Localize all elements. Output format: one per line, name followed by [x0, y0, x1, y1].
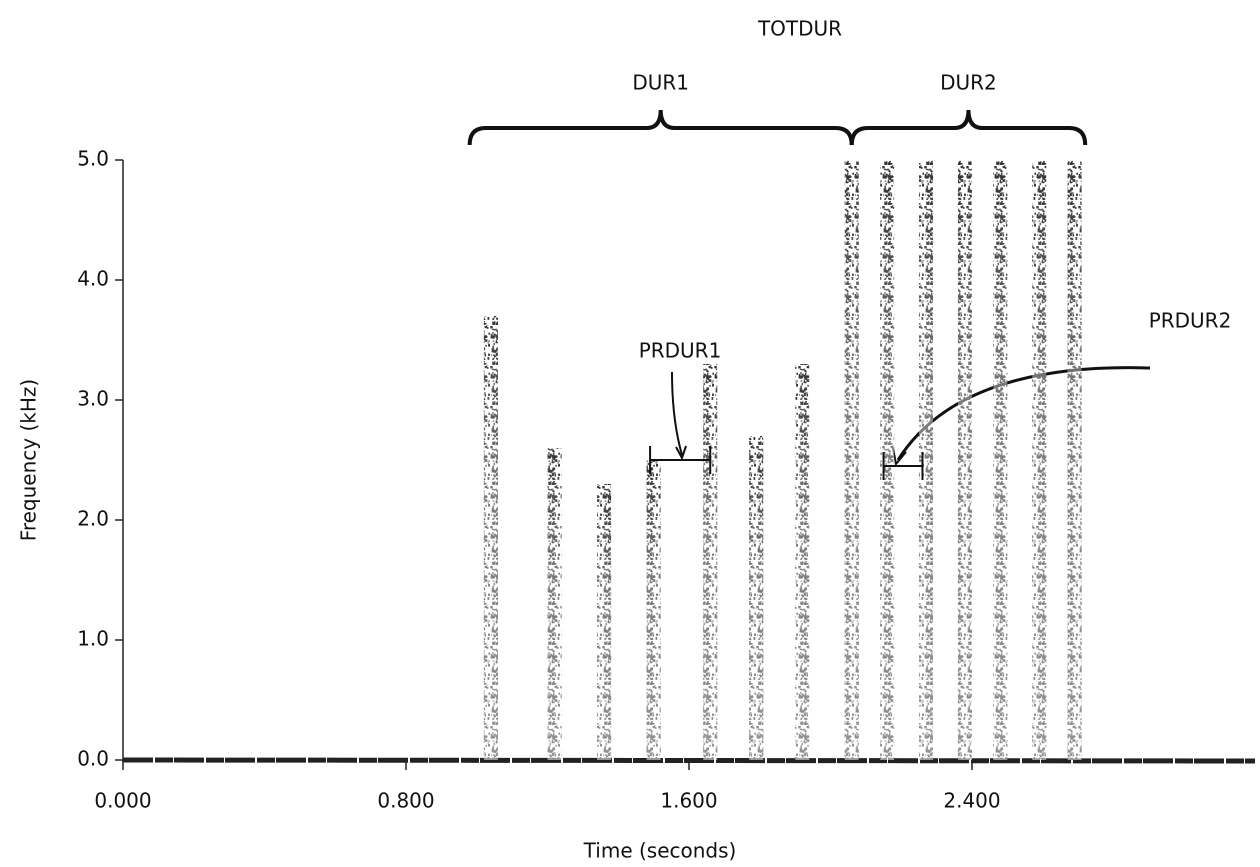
pulse-fade: [597, 484, 612, 760]
bracket: [849, 109, 1088, 146]
bracket-label: DUR1: [632, 71, 689, 95]
y-tick-label: 1.0: [77, 627, 109, 651]
y-tick-label: 3.0: [77, 387, 109, 411]
pulse: [1032, 160, 1047, 760]
pulse: [703, 364, 718, 760]
pulse: [646, 460, 661, 760]
pulse-fade: [993, 160, 1008, 760]
y-axis-label: Frequency (kHz): [17, 379, 41, 541]
pulse: [547, 448, 562, 760]
pulse-fade: [749, 436, 764, 760]
pulse: [880, 160, 895, 760]
interval: [882, 452, 924, 480]
pulse: [749, 436, 764, 760]
interval-label: PRDUR2: [1149, 309, 1232, 333]
pulse: [957, 160, 972, 760]
pulse-fade: [1067, 160, 1082, 760]
pulse: [993, 160, 1008, 760]
arrow: [896, 366, 1151, 461]
pulse: [483, 316, 498, 760]
total-label: TOTDUR: [757, 17, 842, 41]
y-tick-label: 2.0: [77, 507, 109, 531]
pulse: [919, 160, 934, 760]
pulse: [795, 364, 810, 760]
pulse-fade: [795, 364, 810, 760]
interval: [649, 446, 712, 474]
interval-label: PRDUR1: [639, 339, 722, 363]
arrow: [671, 371, 683, 456]
x-axis-label: Time (seconds): [583, 839, 737, 863]
pulse: [1067, 160, 1082, 760]
y-tick-label: 5.0: [77, 147, 109, 171]
pulse-fade: [483, 316, 498, 760]
x-tick-label: 1.600: [660, 789, 717, 813]
pulse-fade: [919, 160, 934, 760]
pulse: [844, 160, 859, 760]
pulse-fade: [646, 460, 661, 760]
y-tick-label: 0.0: [77, 747, 109, 771]
pulse-fade: [844, 160, 859, 760]
pulse-fade: [547, 448, 562, 760]
pulse-fade: [957, 160, 972, 760]
bracket-label: DUR2: [940, 71, 997, 95]
x-tick-label: 0.000: [94, 789, 151, 813]
y-tick-label: 4.0: [77, 267, 109, 291]
x-tick-label: 0.800: [377, 789, 434, 813]
pulse: [597, 484, 612, 760]
pulse-fade: [880, 160, 895, 760]
x-tick-label: 2.400: [943, 789, 1000, 813]
arrow-head: [675, 445, 687, 461]
pulse-fade: [703, 364, 718, 760]
bracket: [467, 109, 854, 146]
pulse-fade: [1032, 160, 1047, 760]
